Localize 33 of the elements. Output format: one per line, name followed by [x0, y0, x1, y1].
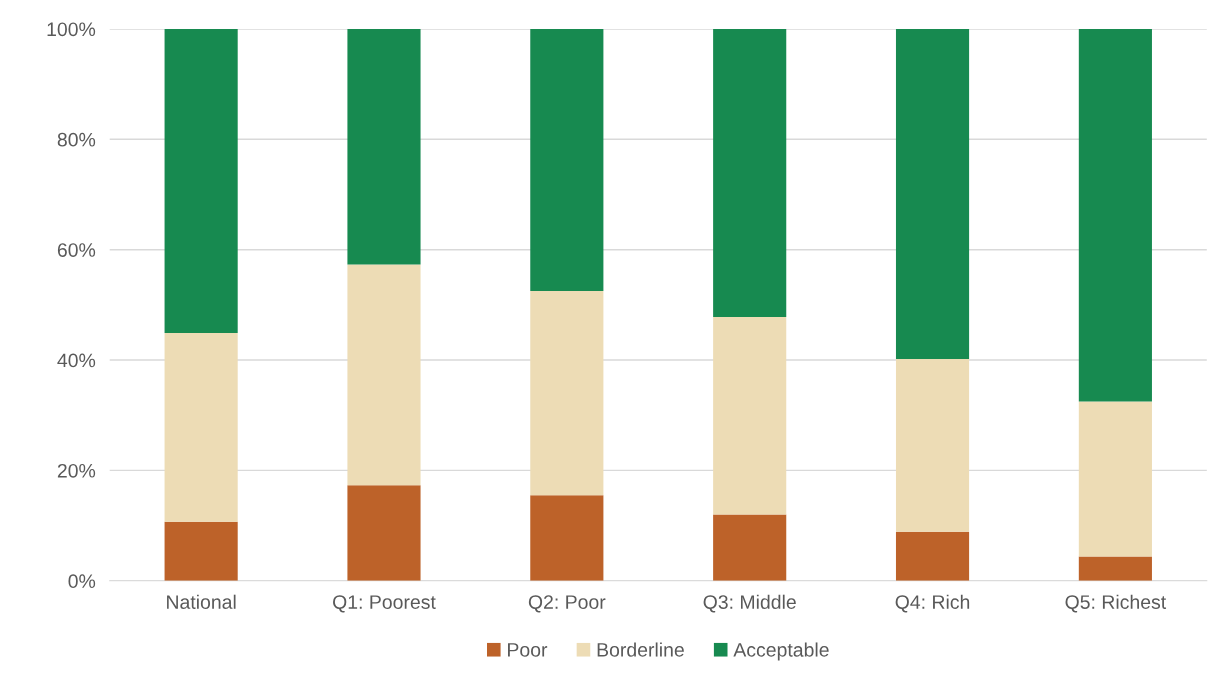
bar: [164, 521, 238, 581]
bar: [347, 264, 421, 486]
x-tick-label: National: [167, 594, 236, 609]
bar: [347, 28, 421, 265]
y-tick-label: 100%: [47, 22, 96, 37]
legend-label: Borderline: [597, 642, 684, 657]
bar: [1078, 401, 1152, 557]
bar: [347, 485, 421, 581]
x-tick-label: Q5: Richest: [1065, 594, 1167, 613]
bar: [530, 495, 604, 581]
bar: [713, 28, 787, 318]
legend-label: Acceptable: [733, 642, 829, 661]
bar: [164, 28, 238, 334]
bar: [1078, 28, 1152, 402]
y-tick-label: 80%: [57, 132, 96, 147]
y-tick-label: 40%: [57, 353, 96, 368]
bar: [713, 514, 787, 581]
bar: [530, 291, 604, 496]
x-tick-label: Q3: Middle: [703, 594, 796, 613]
x-tick-label: Q4: Rich: [895, 594, 970, 613]
y-tick-label: 20%: [57, 463, 96, 478]
y-tick-label: 0%: [68, 574, 96, 589]
y-tick-label: 60%: [57, 243, 96, 257]
bar: [895, 358, 970, 532]
x-tick-label: Q2: Poor: [528, 595, 606, 613]
bar: [895, 28, 970, 359]
bar: [1078, 556, 1152, 581]
bar: [713, 317, 787, 515]
legend-label: Poor: [508, 643, 548, 657]
bar: [164, 333, 238, 522]
x-tick-label: Q1: Poorest: [333, 595, 436, 613]
bar: [530, 28, 604, 292]
bar: [895, 531, 970, 581]
